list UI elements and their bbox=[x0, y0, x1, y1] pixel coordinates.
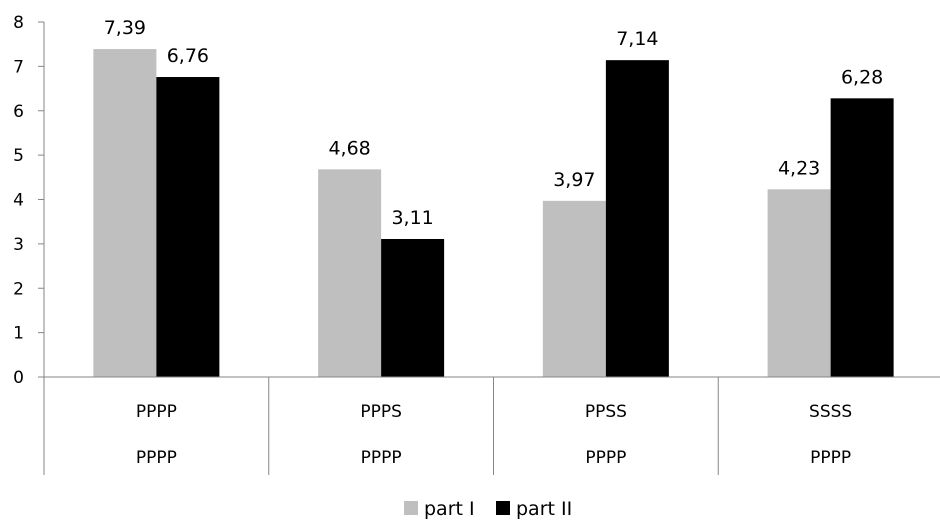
data-label-part-ii-2: 7,14 bbox=[616, 28, 658, 50]
legend-swatch-part-ii bbox=[496, 501, 510, 515]
data-label-bg bbox=[832, 63, 893, 90]
y-tick-label: 5 bbox=[13, 146, 24, 166]
legend: part I part II bbox=[404, 498, 572, 520]
bar-part-ii-1 bbox=[381, 238, 445, 377]
category-label-level-1: PPPP bbox=[136, 402, 177, 422]
bar-part-ii-3 bbox=[830, 98, 894, 377]
data-label-bg bbox=[544, 165, 605, 192]
category-label-level-1: PPSS bbox=[585, 402, 627, 422]
y-tick-label: 3 bbox=[13, 235, 24, 255]
bar-part-i-0 bbox=[93, 49, 157, 377]
data-label-part-i-1: 4,68 bbox=[328, 137, 370, 159]
bar-part-ii-0 bbox=[156, 77, 220, 378]
legend-label-part-i: part I bbox=[424, 498, 475, 520]
legend-label-part-ii: part II bbox=[516, 498, 572, 520]
y-tick-label: 7 bbox=[13, 57, 24, 77]
bars bbox=[93, 49, 894, 378]
bar-part-i-2 bbox=[542, 200, 606, 377]
data-label-bg bbox=[319, 134, 380, 161]
data-label-bg bbox=[94, 14, 155, 41]
bar-part-ii-2 bbox=[605, 60, 669, 377]
y-tick-label: 6 bbox=[13, 102, 24, 122]
legend-swatch-part-i bbox=[404, 501, 418, 515]
data-label-part-i-0: 7,39 bbox=[104, 17, 146, 39]
data-label-bg bbox=[382, 203, 443, 230]
category-label-level-1: PPPS bbox=[360, 402, 402, 422]
data-label-bg bbox=[769, 154, 830, 181]
category-label-level-2: PPPP bbox=[585, 448, 626, 468]
category-label-level-2: PPPP bbox=[361, 448, 402, 468]
data-label-part-ii-1: 3,11 bbox=[391, 207, 433, 229]
category-label-level-2: PPPP bbox=[810, 448, 851, 468]
y-tick-label: 1 bbox=[13, 324, 24, 344]
category-label-level-1: SSSS bbox=[809, 402, 852, 422]
data-label-bg bbox=[607, 25, 668, 52]
y-axis: 0 1 2 3 4 5 6 7 8 bbox=[13, 13, 45, 388]
y-tick-label: 0 bbox=[13, 368, 24, 388]
y-tick-label: 8 bbox=[13, 13, 24, 33]
data-label-part-i-3: 4,23 bbox=[778, 157, 820, 179]
data-label-bg bbox=[157, 42, 218, 69]
data-label-part-i-2: 3,97 bbox=[553, 169, 595, 191]
bar-part-i-3 bbox=[767, 189, 831, 377]
category-label-level-2: PPPP bbox=[136, 448, 177, 468]
data-label-part-ii-0: 6,76 bbox=[167, 45, 209, 67]
data-labels: 7,39 6,76 4,68 3,11 3,97 7,14 4,23 6,28 bbox=[94, 14, 893, 230]
y-tick-label: 2 bbox=[13, 279, 24, 299]
data-label-part-ii-3: 6,28 bbox=[841, 66, 883, 88]
bar-part-i-1 bbox=[318, 169, 382, 377]
x-axis: PPPP PPPP PPPS PPPP PPSS PPPP SSSS PPPP bbox=[43, 376, 940, 475]
y-tick-label: 4 bbox=[13, 191, 24, 211]
